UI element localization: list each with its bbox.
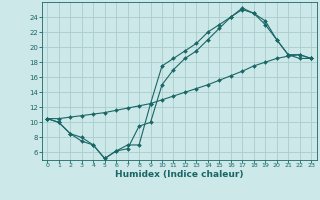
X-axis label: Humidex (Indice chaleur): Humidex (Indice chaleur): [115, 170, 244, 179]
